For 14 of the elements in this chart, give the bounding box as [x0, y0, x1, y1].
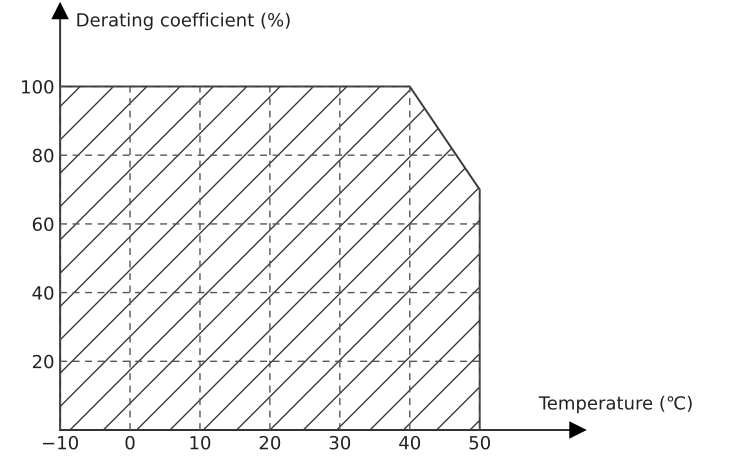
- x-tick-label: 0: [125, 436, 135, 450]
- x-tick-label: 30: [330, 436, 350, 450]
- y-tick-label: 20: [32, 354, 54, 368]
- x-axis-title: Temperature (℃): [538, 396, 692, 414]
- y-tick-label: 40: [32, 286, 54, 300]
- x-tick-label: 50: [470, 436, 490, 450]
- y-tick-label: 80: [32, 148, 54, 162]
- x-tick-label: 10: [190, 436, 210, 450]
- y-axis-title: Derating coefficient (%): [77, 12, 290, 30]
- y-tick-label: 60: [32, 217, 54, 232]
- x-tick-label: −10: [42, 436, 78, 450]
- y-tick-label: 100: [22, 80, 54, 94]
- x-tick-label: 40: [399, 436, 420, 450]
- x-tick-label: 20: [260, 436, 280, 450]
